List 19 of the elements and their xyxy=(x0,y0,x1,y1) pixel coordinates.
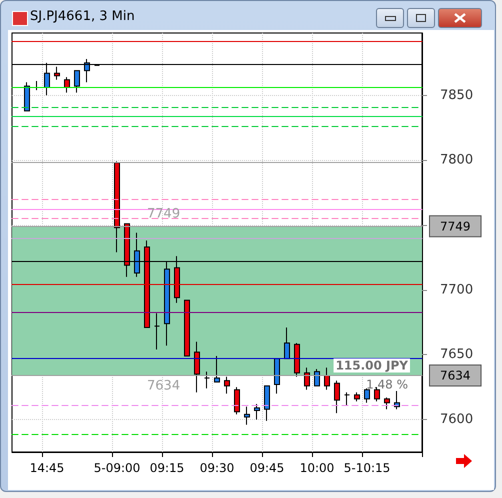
x-tick-label: 14:45 xyxy=(30,461,64,475)
chart-title: SJ.PJ4661, 3 Min xyxy=(30,9,135,24)
ref-line-label: 7749 xyxy=(440,219,471,234)
annotation: 115.00 JPY xyxy=(336,358,408,372)
x-tick-label: 09:30 xyxy=(200,461,234,475)
y-tick-label: 7800 xyxy=(440,152,474,168)
y-tick-label: 7650 xyxy=(440,347,474,362)
y-tick-label: 7700 xyxy=(440,282,474,298)
x-tick-label: 09:15 xyxy=(150,461,184,475)
x-tick-label: 10:00 xyxy=(300,461,334,475)
x-tick-label: 09:45 xyxy=(250,461,284,475)
x-tick-label: 5-10:15 xyxy=(344,461,390,475)
x-tick-label: 5-09:00 xyxy=(94,461,140,475)
annotation: 7749 xyxy=(147,206,180,222)
y-tick-label: 7850 xyxy=(440,88,474,103)
ref-line-label: 7634 xyxy=(440,368,471,382)
y-tick-label: 7600 xyxy=(440,412,474,428)
annotation: 1.48 % xyxy=(366,377,408,392)
annotation: 7634 xyxy=(147,378,180,394)
